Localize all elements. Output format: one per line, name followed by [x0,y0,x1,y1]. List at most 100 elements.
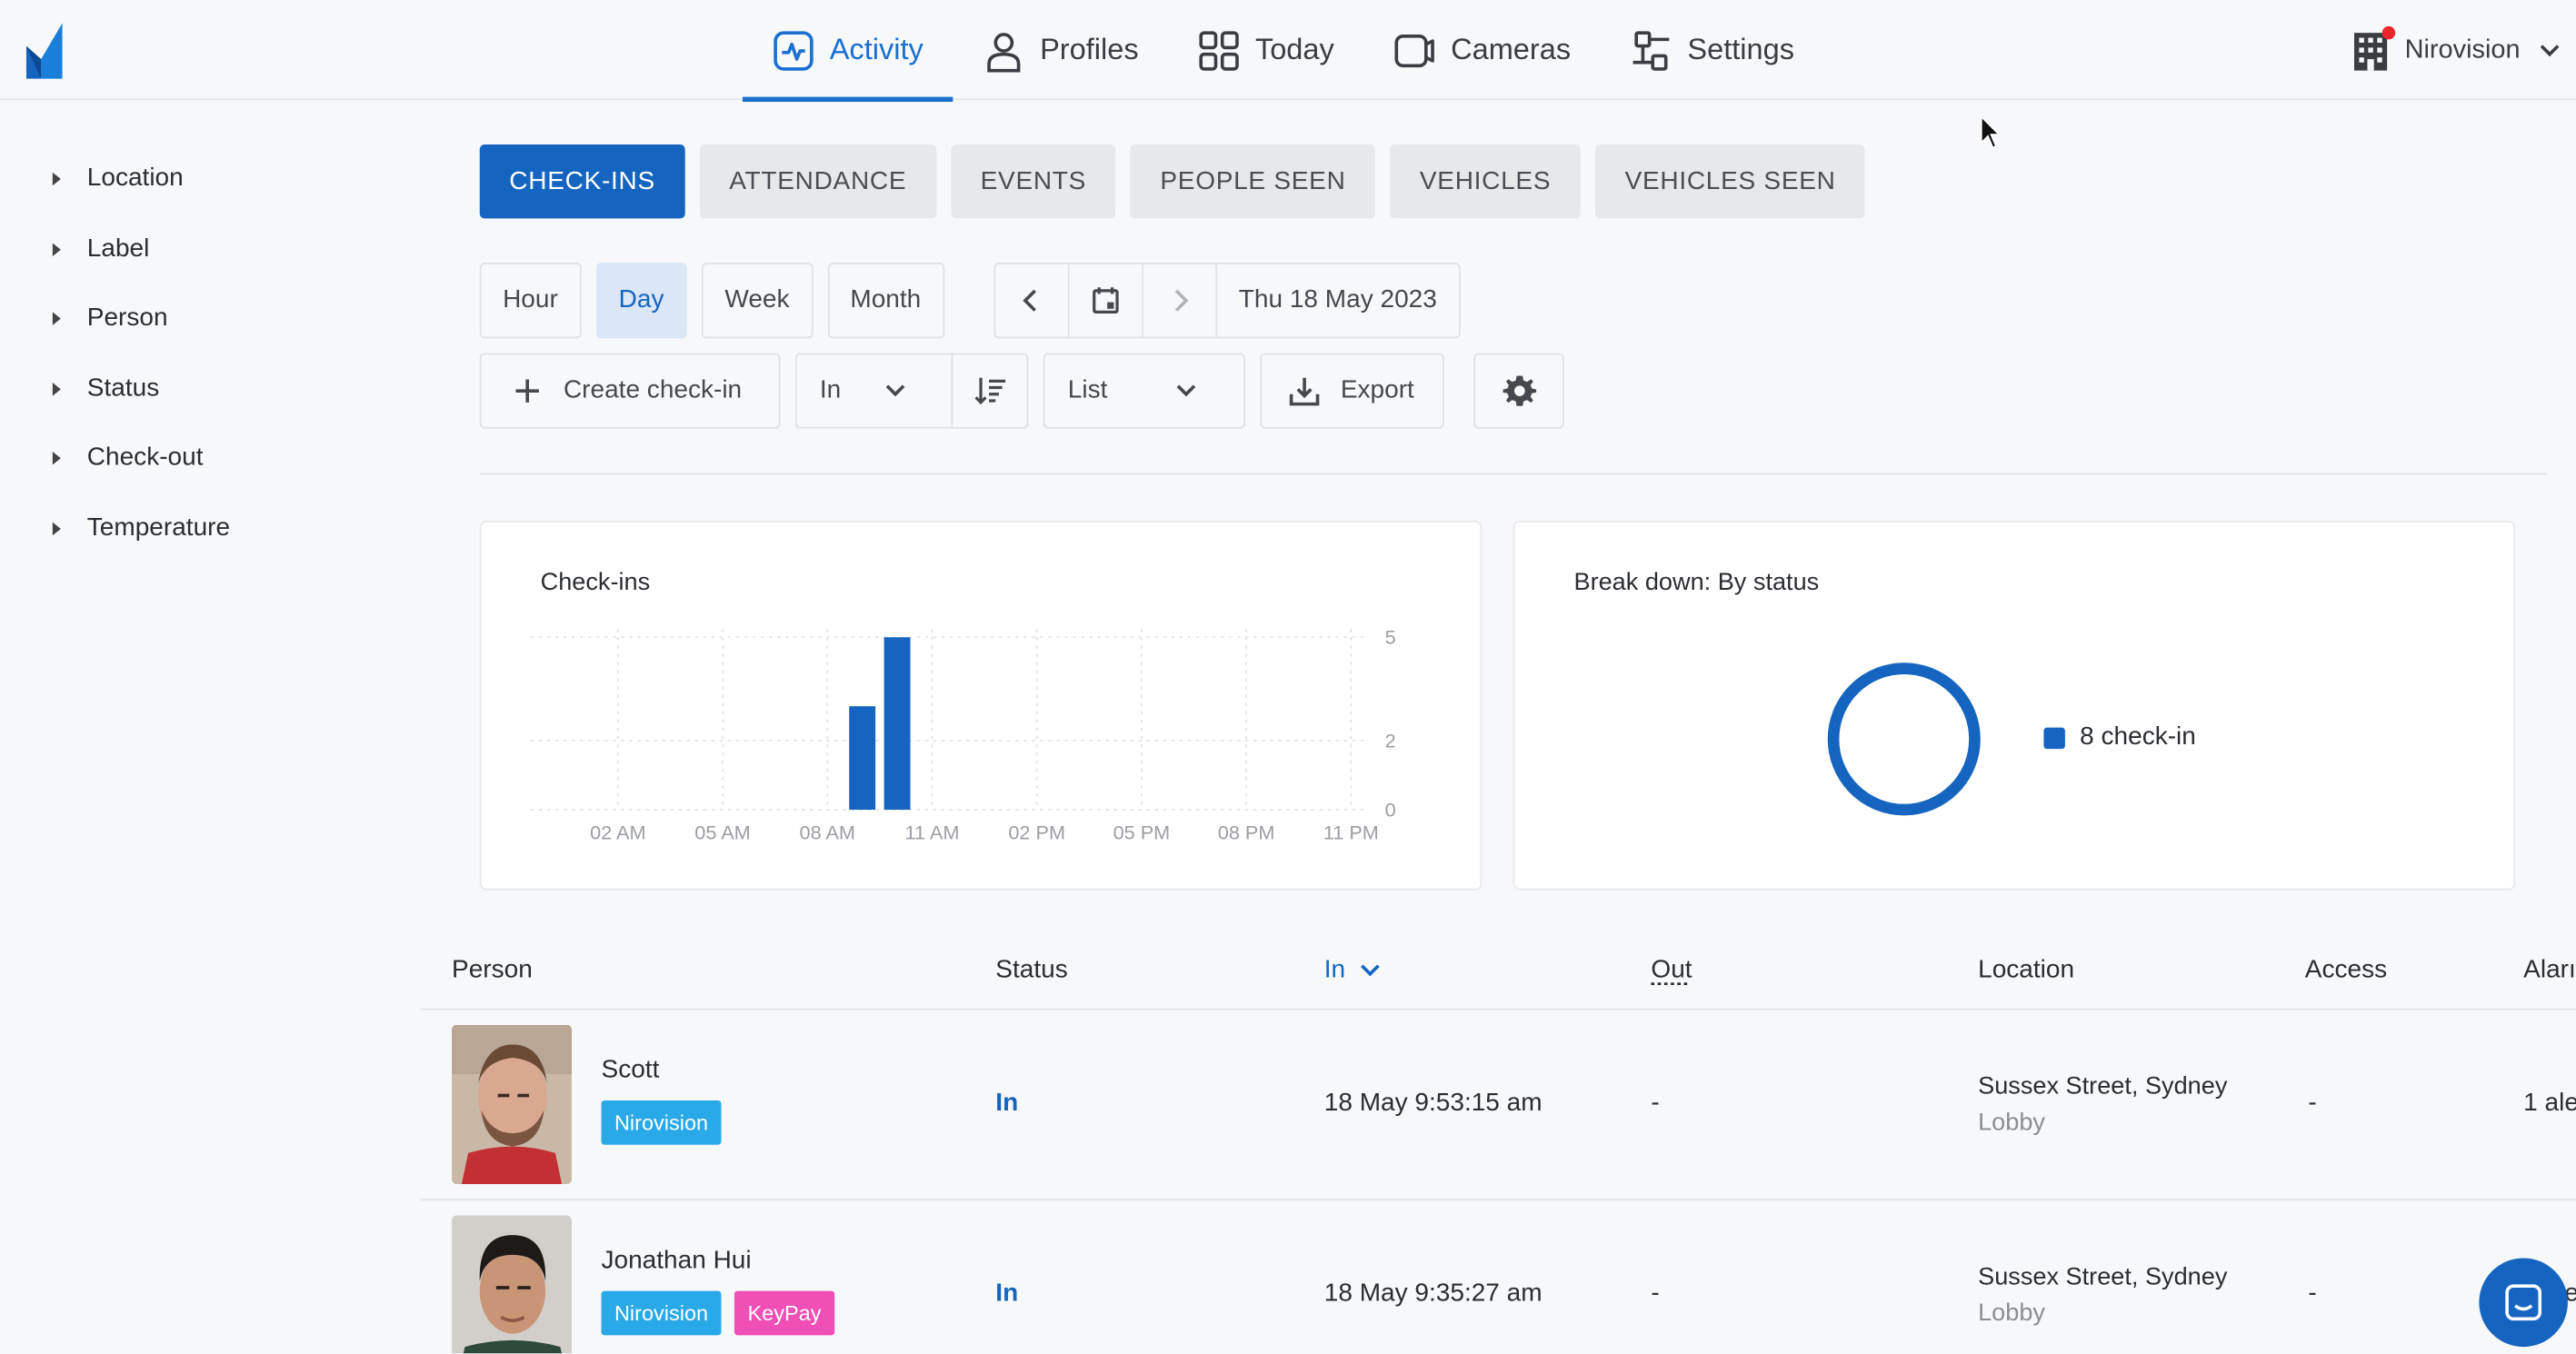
filter-location[interactable]: Location [0,144,411,214]
nav-profiles[interactable]: Profiles [953,0,1168,100]
legend-swatch [2043,726,2065,749]
avatar[interactable] [452,1215,572,1354]
column-person[interactable]: Person [452,955,533,984]
bar-09-am[interactable] [849,706,876,811]
y-tick-label: 2 [1385,729,1396,752]
status-cell: In [995,1279,1019,1308]
tag-keypay[interactable]: KeyPay [734,1290,834,1336]
sort-order-button[interactable] [951,353,1029,429]
chevron-down-icon [1176,384,1196,397]
chevron-left-icon [1023,289,1036,312]
chat-launcher-button[interactable] [2479,1258,2568,1348]
legend-label: 8 check-in [2080,722,2196,751]
nav-profiles-label: Profiles [1040,33,1139,66]
expand-triangle-icon [52,452,61,465]
tag-nirovision[interactable]: Nirovision [601,1290,722,1336]
filter-check-out[interactable]: Check-out [0,423,411,493]
tag-nirovision[interactable]: Nirovision [601,1100,722,1145]
x-tick-label: 08 AM [800,821,855,844]
person-icon [987,32,1021,72]
donut-legend: 8 check-in [2043,722,2196,752]
tab-check-ins[interactable]: CHECK-INS [479,144,685,219]
export-button[interactable]: Export [1260,353,1444,429]
column-out[interactable]: Out [1651,955,1692,984]
access-cell: - [2308,1279,2317,1308]
table-settings-button[interactable] [1473,353,1564,429]
previous-date-button[interactable] [995,264,1070,337]
x-tick-label: 02 AM [590,821,645,844]
tab-vehicles-seen[interactable]: VEHICLES SEEN [1595,144,1866,219]
nav-today-label: Today [1254,33,1334,66]
filter-label: Temperature [86,513,231,542]
filter-status[interactable]: Status [0,353,411,423]
person-name[interactable]: Jonathan Hui [601,1246,752,1275]
status-breakdown-card: Break down: By status 8 check-in [1513,520,2516,891]
nirovision-logo[interactable] [25,23,63,79]
person-name[interactable]: Scott [601,1056,660,1084]
x-tick-label: 11 AM [905,821,960,844]
top-navigation: Activity Profiles Today Cameras Settings [0,0,2576,103]
mouse-cursor-icon [1980,114,2002,149]
view-mode-value: List [1067,375,1108,404]
period-hour-button[interactable]: Hour [479,263,582,339]
nav-activity-label: Activity [829,33,924,66]
status-cell: In [995,1089,1019,1118]
filter-label[interactable]: Label [0,214,411,284]
person-tags: Nirovision [601,1100,722,1145]
tab-vehicles[interactable]: VEHICLES [1390,144,1581,219]
filter-temperature[interactable]: Temperature [0,493,411,563]
column-access[interactable]: Access [2304,955,2388,984]
tab-attendance[interactable]: ATTENDANCE [699,144,936,219]
filter-label: Status [86,373,160,403]
organization-switcher[interactable]: Nirovision [2352,0,2563,100]
building-icon [2352,25,2395,70]
in-time-cell: 18 May 9:35:27 am [1323,1279,1543,1308]
avatar[interactable] [452,1024,572,1185]
tab-people-seen[interactable]: PEOPLE SEEN [1130,144,1376,219]
filter-person[interactable]: Person [0,284,411,354]
calendar-button[interactable] [1070,264,1143,337]
bar-10-am[interactable] [884,637,911,811]
column-in[interactable]: In [1324,956,1382,986]
expand-triangle-icon [52,173,61,186]
y-tick-label: 0 [1385,798,1396,821]
notification-dot [2381,25,2395,39]
tab-events[interactable]: EVENTS [951,144,1116,219]
nav-cameras[interactable]: Cameras [1363,0,1600,100]
period-selector: Hour Day Week Month [479,263,944,339]
column-alarm[interactable]: Aları [2523,955,2576,984]
direction-select[interactable]: In [794,353,954,429]
period-month-button[interactable]: Month [827,263,944,339]
current-date[interactable]: Thu 18 May 2023 [1238,285,1437,314]
nav-settings[interactable]: Settings [1601,0,1824,100]
date-navigator: Thu 18 May 2023 [993,263,1461,339]
x-tick-label: 08 PM [1218,821,1275,844]
settings-sliders-icon [1632,30,1670,70]
column-in-label: In [1323,955,1346,984]
y-tick-label: 5 [1385,626,1396,649]
column-status[interactable]: Status [995,955,1068,984]
chat-icon [2505,1284,2542,1321]
period-week-button[interactable]: Week [702,263,813,339]
download-icon [1289,377,1320,406]
table-row[interactable]: Scott Nirovision In 18 May 9:53:15 am - … [420,1011,2576,1201]
export-label: Export [1340,375,1414,404]
divider [479,473,2547,475]
filter-label: Label [86,234,150,263]
alarm-cell[interactable]: 1 ale [2523,1089,2576,1118]
org-name: Nirovision [2404,35,2521,64]
nav-cameras-label: Cameras [1451,33,1572,66]
filter-label: Location [86,164,184,193]
check-ins-chart-card: Check-ins 02 AM 05 AM 08 AM 11 AM 02 PM 05 PM… [479,520,1483,891]
direction-value: In [819,375,842,404]
nav-today[interactable]: Today [1168,0,1363,100]
table-row[interactable]: Jonathan Hui Nirovision KeyPay In 18 May… [421,1200,2576,1354]
location-cell: Sussex Street, Sydney [1978,1072,2228,1100]
period-day-button[interactable]: Day [595,263,687,339]
x-tick-label: 05 AM [694,821,750,844]
next-date-button[interactable] [1143,264,1218,337]
column-location[interactable]: Location [1978,955,2075,984]
create-check-in-button[interactable]: Create check-in [479,353,781,429]
nav-activity[interactable]: Activity [742,0,954,103]
view-mode-select[interactable]: List [1043,353,1246,429]
